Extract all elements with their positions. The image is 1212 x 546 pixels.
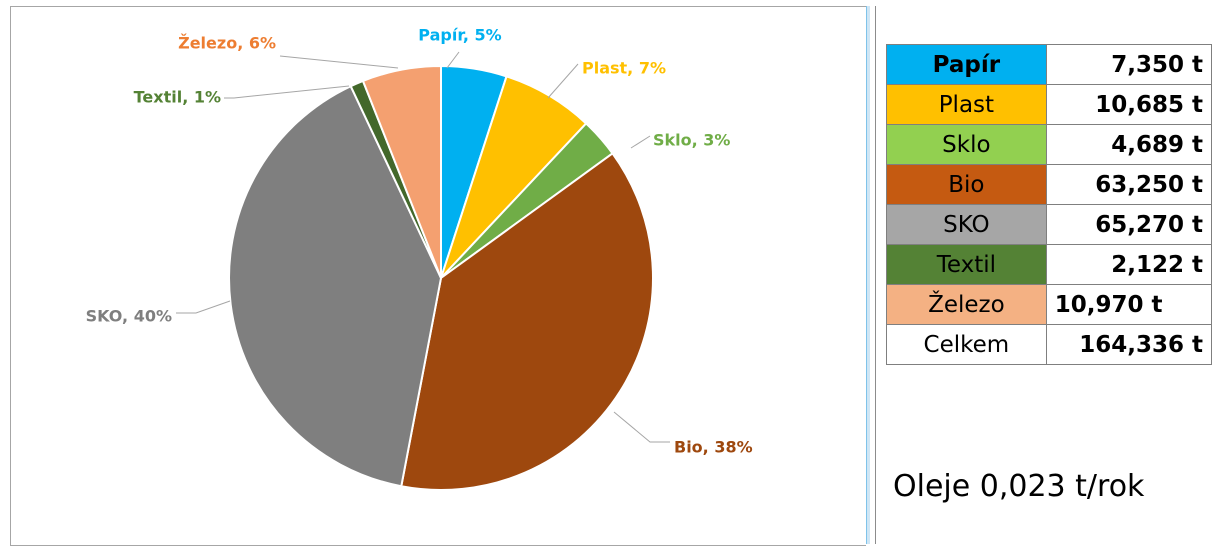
category-cell: SKO [886, 204, 1047, 245]
table-row: Textil 2,122 t [886, 244, 1212, 285]
category-cell: Plast [886, 84, 1047, 125]
leader-line-sklo [630, 135, 651, 149]
pie-chart: Papír, 5% Plast, 7% Sklo, 3% Bio, 38% SKO, 4… [86, 26, 753, 491]
waste-table: Papír 7,350 t Plast 10,685 t Sklo 4,689 t Bio 6… [886, 44, 1212, 365]
pie-label-papir: Papír, 5% [418, 26, 501, 45]
category-cell: Sklo [886, 124, 1047, 165]
pie-label-textil: Textil, 1% [134, 88, 221, 107]
table-row: Bio 63,250 t [886, 164, 1212, 205]
category-cell: Železo [886, 284, 1047, 325]
pie-label-sklo: Sklo, 3% [653, 131, 730, 150]
table-row: Plast 10,685 t [886, 84, 1212, 125]
pie-label-zelezo: Železo, 6% [178, 34, 276, 53]
pie-slices [228, 64, 654, 491]
value-cell: 164,336 t [1045, 324, 1212, 365]
pie-label-sko: SKO, 40% [86, 307, 172, 326]
value-cell: 63,250 t [1045, 164, 1212, 205]
value-cell: 4,689 t [1045, 124, 1212, 165]
leader-line-textil [224, 85, 350, 99]
table-row: Sklo 4,689 t [886, 124, 1212, 165]
value-cell: 2,122 t [1045, 244, 1212, 285]
leader-line-bio [613, 411, 670, 443]
category-cell: Celkem [886, 324, 1047, 365]
selection-divider [866, 6, 870, 544]
category-cell: Textil [886, 244, 1047, 285]
value-cell: 10,970 t [1045, 284, 1212, 325]
pie-slice-bio [400, 151, 654, 491]
category-cell: Bio [886, 164, 1047, 205]
category-cell: Papír [886, 44, 1047, 85]
pie-label-plast: Plast, 7% [582, 59, 666, 78]
column-divider [875, 6, 876, 544]
table-row: Celkem 164,336 t [886, 324, 1212, 365]
table-row: Železo 10,970 t [886, 284, 1212, 325]
leader-line-zelezo [279, 55, 399, 69]
pie-labels: Papír, 5% Plast, 7% Sklo, 3% Bio, 38% SKO, 4… [86, 26, 753, 457]
value-cell: 65,270 t [1045, 204, 1212, 245]
leader-lines [176, 51, 670, 443]
leader-line-sko [176, 300, 231, 314]
oil-note: Oleje 0,023 t/rok [893, 469, 1145, 504]
leader-line-plast [547, 63, 579, 99]
table-row: Papír 7,350 t [886, 44, 1212, 85]
table-row: SKO 65,270 t [886, 204, 1212, 245]
value-cell: 10,685 t [1045, 84, 1212, 125]
leader-line-papir [446, 51, 460, 69]
value-cell: 7,350 t [1045, 44, 1212, 85]
pie-label-bio: Bio, 38% [674, 438, 753, 457]
pie-slice-sko [228, 84, 443, 488]
pie-slice-zelezo [361, 64, 442, 279]
